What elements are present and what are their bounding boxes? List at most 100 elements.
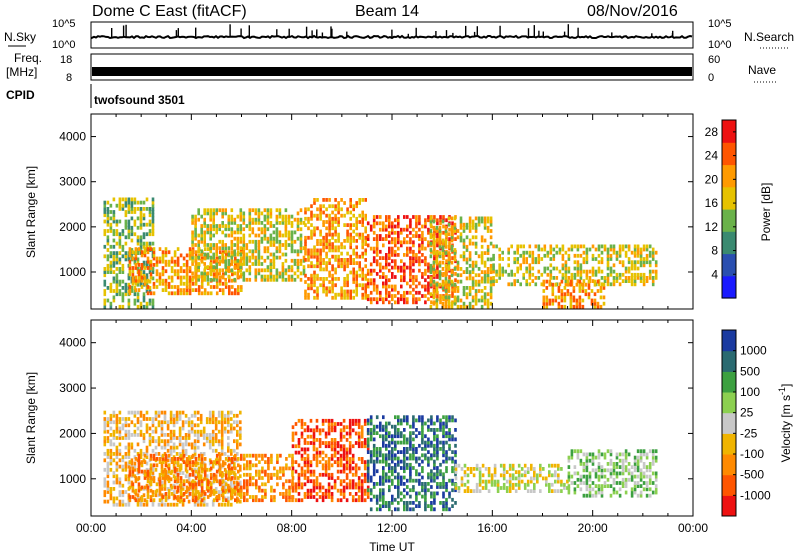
velocity-cell [406, 478, 409, 483]
power-cell [394, 300, 397, 305]
power-cell [203, 274, 206, 279]
power-cell [331, 289, 334, 294]
power-cell [331, 245, 334, 250]
power-cell [483, 298, 487, 303]
velocity-cell [218, 466, 222, 471]
velocity-cell [103, 467, 107, 472]
power-cell [133, 232, 137, 237]
velocity-cell [258, 460, 261, 464]
power-cell [388, 256, 391, 260]
velocity-cell [133, 410, 137, 415]
power-cell [109, 304, 113, 309]
velocity-cell [220, 436, 224, 440]
power-cell [197, 249, 200, 254]
velocity-cell [418, 418, 421, 423]
power-cell [435, 225, 439, 230]
velocity-cell [321, 492, 325, 496]
power-cell [489, 270, 493, 274]
power-cell [451, 290, 454, 295]
velocity-cell [258, 472, 261, 477]
power-cell [375, 240, 379, 245]
velocity-cell [360, 444, 364, 449]
velocity-cell [179, 485, 183, 490]
power-region [492, 244, 658, 287]
power-cell [406, 234, 409, 238]
power-cell [453, 254, 457, 259]
power-cell [465, 225, 469, 230]
power-cell [227, 221, 231, 225]
velocity-cell [379, 497, 382, 502]
velocity-cell [303, 492, 307, 496]
velocity-cell [220, 413, 224, 418]
velocity-cell [166, 442, 170, 447]
power-cell [621, 279, 625, 283]
power-cell [489, 276, 493, 281]
velocity-cell [270, 472, 273, 477]
power-cell [197, 262, 200, 266]
velocity-cell [430, 472, 433, 477]
power-cell [433, 215, 436, 219]
power-cell [456, 286, 460, 290]
power-cell [462, 257, 466, 262]
power-cell [600, 260, 604, 265]
power-cell [230, 221, 234, 225]
velocity-cell [318, 460, 322, 464]
velocity-cell [306, 453, 310, 458]
power-cell [130, 203, 134, 208]
power-cell [239, 268, 243, 273]
velocity-cell [294, 422, 298, 426]
power-cell [385, 227, 388, 232]
power-cell [432, 251, 436, 255]
power-cell [290, 236, 294, 241]
power-cell [421, 246, 424, 251]
velocity-cell [169, 448, 173, 453]
power-cell [236, 243, 240, 247]
power-cell [316, 239, 319, 243]
power-cell [239, 227, 243, 232]
power-cell [343, 277, 346, 281]
velocity-cell [236, 420, 239, 425]
velocity-cell [397, 434, 400, 439]
power-cell [573, 244, 577, 249]
power-cell [495, 272, 498, 277]
velocity-cell [155, 457, 159, 461]
velocity-cell [379, 491, 382, 496]
power-cell [269, 265, 273, 269]
power-cell [239, 217, 243, 222]
power-cell [155, 285, 159, 289]
velocity-cell [255, 457, 258, 461]
velocity-cell [239, 429, 242, 434]
velocity-cell [166, 423, 170, 428]
power-cell [364, 229, 367, 234]
power-cell [272, 277, 276, 282]
power-cell [230, 233, 234, 238]
velocity-cell [148, 442, 152, 447]
power-cell [188, 266, 192, 270]
velocity-cell [427, 482, 430, 486]
power-cell [316, 277, 319, 281]
power-cell [121, 270, 125, 274]
power-cell [118, 257, 122, 262]
power-cell [337, 223, 340, 227]
power-cell [654, 272, 658, 277]
power-cell [248, 221, 252, 225]
velocity-cell [142, 493, 146, 498]
velocity-cell [348, 492, 352, 496]
velocity-cell [394, 415, 397, 420]
power-cell [569, 304, 573, 309]
power-cell [501, 272, 504, 277]
power-cell [307, 226, 310, 231]
power-cell [355, 261, 358, 265]
velocity-cell [202, 499, 206, 504]
velocity-cell [215, 498, 219, 503]
velocity-data [103, 410, 658, 512]
velocity-cell [158, 488, 162, 493]
power-cell [630, 272, 634, 277]
velocity-cell [112, 442, 116, 447]
power-cell [266, 255, 270, 260]
power-cell [438, 276, 442, 281]
velocity-cell [223, 452, 227, 456]
power-cell [606, 253, 610, 258]
velocity-cell [342, 428, 346, 433]
velocity-cell [445, 485, 448, 489]
